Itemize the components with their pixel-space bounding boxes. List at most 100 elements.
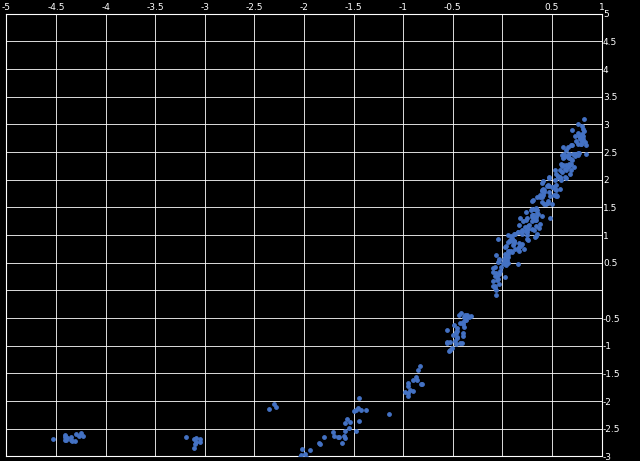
Point: [545, 192, 555, 200]
Point: [442, 338, 452, 346]
Point: [516, 241, 527, 248]
Point: [561, 166, 571, 174]
Point: [459, 323, 469, 331]
Point: [552, 171, 562, 178]
Point: [536, 179, 547, 187]
Point: [510, 230, 520, 237]
Point: [509, 245, 520, 253]
Point: [269, 400, 279, 408]
Point: [493, 235, 504, 242]
Point: [556, 177, 566, 184]
Point: [189, 444, 200, 451]
Point: [553, 172, 563, 179]
Point: [529, 214, 539, 222]
Point: [534, 192, 545, 199]
Point: [570, 151, 580, 158]
Point: [189, 435, 200, 443]
Point: [563, 153, 573, 160]
Point: [513, 228, 523, 236]
Point: [501, 261, 511, 268]
Point: [550, 192, 561, 199]
Point: [509, 237, 520, 244]
Point: [549, 191, 559, 199]
Point: [530, 217, 540, 224]
Point: [573, 129, 583, 136]
Point: [531, 216, 541, 224]
Point: [66, 433, 76, 441]
Point: [344, 424, 355, 431]
Point: [544, 188, 554, 195]
Point: [501, 242, 511, 250]
Point: [555, 173, 565, 181]
Point: [508, 240, 518, 247]
Point: [559, 154, 570, 161]
Point: [537, 198, 547, 206]
Point: [576, 140, 586, 148]
Point: [536, 187, 547, 195]
Point: [345, 418, 355, 426]
Point: [457, 339, 467, 347]
Point: [573, 152, 583, 159]
Point: [576, 134, 586, 141]
Point: [264, 406, 275, 413]
Point: [532, 231, 542, 238]
Point: [408, 377, 418, 384]
Point: [349, 407, 359, 414]
Point: [61, 434, 71, 441]
Point: [355, 406, 365, 414]
Point: [500, 243, 511, 251]
Point: [566, 157, 577, 164]
Point: [305, 446, 315, 453]
Point: [181, 433, 191, 440]
Point: [561, 174, 572, 182]
Point: [400, 388, 410, 395]
Point: [296, 451, 307, 459]
Point: [500, 260, 510, 267]
Point: [490, 264, 500, 271]
Point: [538, 191, 548, 199]
Point: [530, 206, 540, 213]
Point: [563, 143, 573, 150]
Point: [556, 160, 566, 168]
Point: [553, 173, 563, 181]
Point: [48, 436, 58, 443]
Point: [499, 258, 509, 265]
Point: [488, 264, 499, 272]
Point: [523, 225, 533, 233]
Point: [461, 312, 472, 319]
Point: [579, 116, 589, 123]
Point: [558, 154, 568, 161]
Point: [522, 228, 532, 235]
Point: [500, 251, 510, 258]
Point: [456, 309, 466, 317]
Point: [573, 149, 583, 157]
Point: [271, 403, 282, 410]
Point: [579, 135, 589, 142]
Point: [539, 188, 549, 195]
Point: [451, 330, 461, 337]
Point: [403, 379, 413, 387]
Point: [448, 331, 458, 339]
Point: [494, 280, 504, 288]
Point: [517, 228, 527, 235]
Point: [520, 227, 531, 234]
Point: [544, 175, 554, 182]
Point: [451, 337, 461, 345]
Point: [531, 204, 541, 211]
Point: [458, 313, 468, 320]
Point: [524, 222, 534, 230]
Point: [411, 374, 421, 381]
Point: [522, 208, 532, 215]
Point: [78, 432, 88, 440]
Point: [506, 247, 516, 254]
Point: [521, 227, 531, 234]
Point: [557, 161, 568, 169]
Point: [580, 150, 591, 158]
Point: [491, 251, 501, 259]
Point: [522, 215, 532, 222]
Point: [314, 439, 324, 447]
Point: [513, 260, 523, 268]
Point: [490, 285, 500, 292]
Point: [452, 327, 462, 334]
Point: [452, 325, 462, 332]
